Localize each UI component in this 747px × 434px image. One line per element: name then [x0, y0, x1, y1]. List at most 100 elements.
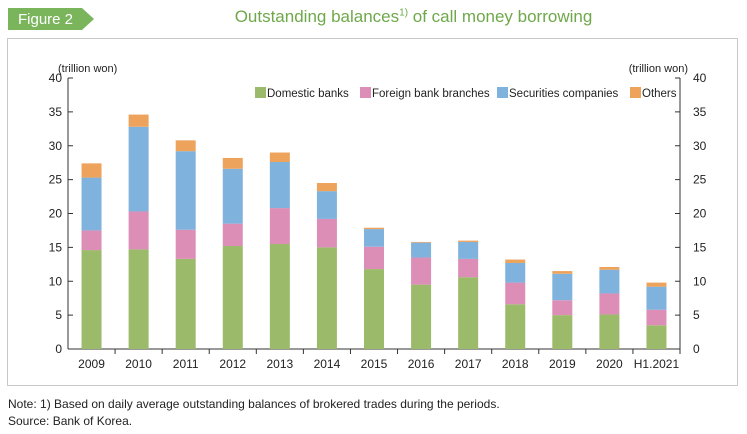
- left-y-tick-label: 20: [49, 207, 63, 221]
- left-y-tick-label: 25: [49, 173, 63, 187]
- right-y-axis-label: (trillion won): [629, 63, 688, 75]
- bar-others: [81, 163, 102, 178]
- bar-foreign-bank-branches: [364, 246, 384, 270]
- legend-swatch: [630, 87, 641, 98]
- left-y-tick-label: 5: [55, 308, 62, 322]
- bar-foreign-bank-branches: [599, 293, 620, 315]
- bar-foreign-bank-branches: [646, 309, 667, 326]
- legend-swatch: [255, 87, 266, 98]
- bar-others: [411, 241, 432, 243]
- bar-securities-companies: [646, 286, 667, 310]
- legend-label: Domestic banks: [267, 88, 349, 100]
- legend-swatch: [360, 87, 371, 98]
- bar-domestic-banks: [505, 304, 526, 349]
- x-tick-label: 2016: [408, 357, 435, 371]
- bar-domestic-banks: [222, 246, 243, 349]
- bar-foreign-bank-branches: [505, 282, 526, 305]
- figure-badge: Figure 2: [8, 8, 94, 30]
- bar-foreign-bank-branches: [222, 223, 243, 247]
- bar-foreign-bank-branches: [411, 257, 432, 285]
- bar-domestic-banks: [175, 258, 196, 349]
- bar-securities-companies: [458, 241, 479, 259]
- bar-domestic-banks: [552, 315, 573, 349]
- bar-domestic-banks: [411, 284, 432, 349]
- right-y-tick-label: 25: [693, 173, 707, 187]
- badge-shape: [8, 8, 94, 30]
- chart-title-main: Outstanding balances: [234, 7, 400, 26]
- right-y-tick-label: 30: [693, 139, 707, 153]
- bar-foreign-bank-branches: [269, 208, 290, 244]
- bar-others: [128, 114, 149, 127]
- chart-note: Note: 1) Based on daily average outstand…: [8, 397, 500, 411]
- x-tick-label: 2019: [549, 357, 576, 371]
- bar-securities-companies: [364, 229, 384, 247]
- right-y-tick-label: 15: [693, 240, 707, 254]
- bar-domestic-banks: [599, 314, 620, 349]
- legend-label: Others: [642, 88, 677, 100]
- bar-securities-companies: [599, 269, 620, 294]
- bar-securities-companies: [316, 191, 337, 219]
- right-y-tick-label: 10: [693, 274, 707, 288]
- x-tick-label: 2009: [78, 357, 105, 371]
- bar-securities-companies: [222, 168, 243, 224]
- right-y-tick-label: 35: [693, 105, 707, 119]
- bar-securities-companies: [505, 262, 526, 283]
- x-tick-label: 2015: [361, 357, 388, 371]
- x-tick-label: 2014: [314, 357, 341, 371]
- bar-securities-companies: [128, 126, 149, 212]
- bar-others: [599, 267, 620, 270]
- left-y-tick-label: 35: [49, 105, 63, 119]
- bar-securities-companies: [552, 273, 573, 301]
- bar-securities-companies: [411, 242, 432, 258]
- left-y-tick-label: 15: [49, 240, 63, 254]
- chart-frame: [7, 38, 738, 386]
- bar-others: [222, 157, 243, 169]
- x-tick-label: 2017: [455, 357, 482, 371]
- bar-domestic-banks: [316, 247, 337, 349]
- x-tick-label: 2010: [125, 357, 152, 371]
- bar-foreign-bank-branches: [128, 211, 149, 250]
- bar-foreign-bank-branches: [316, 218, 337, 248]
- legend-label: Securities companies: [509, 88, 619, 100]
- left-y-tick-label: 10: [49, 274, 63, 288]
- legend-label: Foreign bank branches: [372, 88, 490, 100]
- chart-title-rest: of call money borrowing: [408, 7, 593, 26]
- legend-swatch: [497, 87, 508, 98]
- bar-foreign-bank-branches: [175, 229, 196, 259]
- left-y-tick-label: 0: [55, 342, 62, 356]
- chart-source: Source: Bank of Korea.: [8, 414, 133, 428]
- right-y-tick-label: 20: [693, 207, 707, 221]
- x-tick-label: 2020: [596, 357, 623, 371]
- bar-securities-companies: [81, 177, 102, 231]
- bar-others: [269, 152, 290, 163]
- bar-domestic-banks: [128, 249, 149, 349]
- chart-title-footnote-mark: 1): [399, 7, 409, 19]
- figure-badge-label: Figure 2: [18, 11, 74, 28]
- bar-domestic-banks: [458, 277, 479, 349]
- bar-others: [316, 183, 337, 192]
- bar-domestic-banks: [269, 243, 290, 349]
- bar-domestic-banks: [81, 250, 102, 349]
- x-tick-label: 2011: [173, 357, 199, 371]
- bar-domestic-banks: [646, 325, 667, 349]
- left-y-axis-label: (trillion won): [58, 63, 117, 75]
- x-tick-label: 2018: [502, 357, 529, 371]
- left-y-tick-label: 40: [49, 71, 63, 85]
- right-y-tick-label: 0: [693, 342, 700, 356]
- bar-securities-companies: [175, 151, 196, 230]
- left-y-tick-label: 30: [49, 139, 63, 153]
- bar-others: [552, 271, 573, 274]
- bar-others: [505, 259, 526, 263]
- bar-others: [364, 227, 384, 230]
- bar-others: [458, 240, 479, 242]
- right-y-tick-label: 40: [693, 71, 707, 85]
- bar-foreign-bank-branches: [458, 258, 479, 278]
- bar-foreign-bank-branches: [552, 300, 573, 316]
- right-y-tick-label: 5: [693, 308, 700, 322]
- chart-title: Outstanding balances1) of call money bor…: [120, 7, 707, 27]
- x-tick-label: 2013: [266, 357, 293, 371]
- bar-others: [646, 282, 667, 287]
- bar-others: [175, 140, 196, 152]
- bar-securities-companies: [269, 162, 290, 209]
- x-tick-label: H1.2021: [634, 357, 680, 371]
